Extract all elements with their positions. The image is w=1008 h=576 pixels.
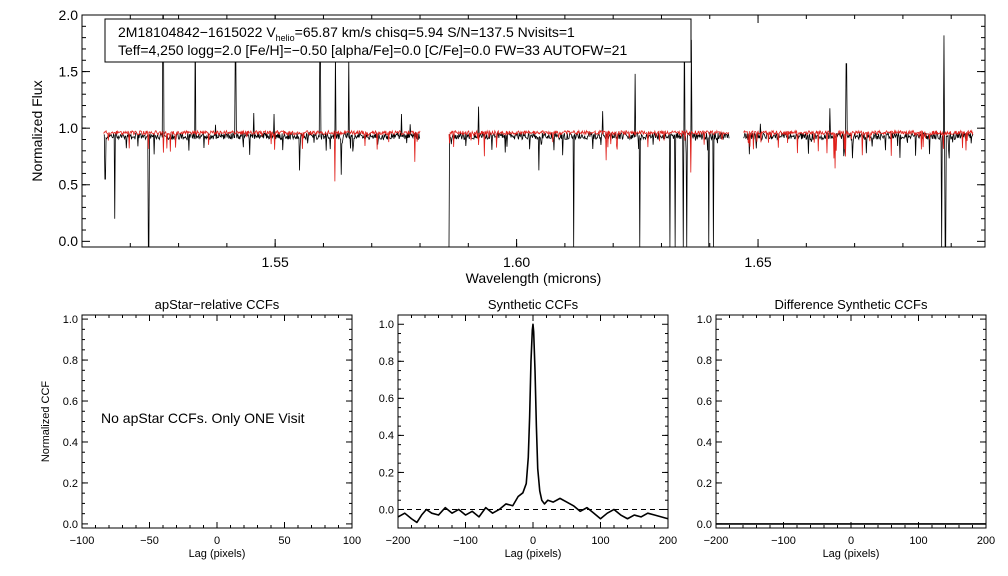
x-tick-label: 1.55	[262, 254, 289, 270]
y-tick-label: 1.0	[59, 120, 79, 136]
synthetic-ccf-x-axis-label: Lag (pixels)	[505, 548, 562, 560]
x-tick-label: 100	[591, 535, 609, 547]
info-values: =65.87 km/s chisq=5.94 S/N=137.5 Nvisits…	[295, 24, 575, 40]
x-tick-label: 50	[278, 535, 290, 547]
no-ccf-message: No apStar CCFs. Only ONE Visit	[101, 410, 305, 426]
x-tick-label: −50	[140, 535, 159, 547]
y-tick-label: 0.6	[63, 396, 78, 408]
y-tick-label: 0.8	[63, 355, 78, 367]
y-tick-label: 0.4	[697, 437, 712, 449]
x-tick-label: 1.65	[744, 254, 771, 270]
x-tick-label: −100	[453, 535, 478, 547]
x-tick-label: 200	[659, 535, 677, 547]
y-tick-label: 1.0	[63, 314, 78, 326]
x-tick-label: 100	[909, 535, 927, 547]
apstar-ccf-title: apStar−relative CCFs	[155, 297, 280, 312]
model-spectrum-segment	[448, 129, 730, 173]
y-tick-label: 0.5	[59, 177, 79, 193]
synthetic-ccf-panel: Synthetic CCFs −200 −100 0 100 200 0.0 0.2 0.4 0…	[379, 297, 677, 560]
x-tick-label: 1.60	[503, 254, 530, 270]
apstar-ccf-y-axis-label: Normalized CCF	[40, 381, 52, 463]
info-line-1: 2M18104842−1615022 Vhelio=65.87 km/s chi…	[118, 24, 575, 43]
info-line-2: Teff=4,250 logg=2.0 [Fe/H]=−0.50 [alpha/…	[118, 42, 627, 58]
spectrum-x-axis-label: Wavelength (microns)	[466, 270, 602, 286]
synthetic-ccf-ticks: −200 −100 0 100 200 0.0 0.2 0.4 0.6 0.8 1.0	[379, 315, 677, 547]
spectrum-panel: 1.55 1.60 1.65 0.0 0.5 1.0 1.5 2.0 Wavelength (…	[29, 7, 986, 286]
model-spectrum	[103, 129, 974, 182]
x-tick-label: −100	[771, 535, 796, 547]
spectrum-y-axis-label: Normalized Flux	[29, 80, 45, 181]
difference-ccf-frame	[715, 314, 987, 529]
y-tick-label: 0.0	[379, 504, 394, 516]
apstar-ccf-ticks: −100 −50 0 50 100 0.0 0.2 0.4 0.6 0.8 1.0	[63, 314, 361, 547]
y-tick-label: 1.0	[379, 319, 394, 331]
velocity-symbol: V	[266, 24, 276, 40]
y-tick-label: 0.2	[379, 467, 394, 479]
x-tick-label: 200	[977, 535, 995, 547]
synthetic-ccf-line	[397, 323, 669, 524]
y-tick-label: 2.0	[59, 7, 79, 23]
difference-ccf-title: Difference Synthetic CCFs	[775, 297, 928, 312]
info-box	[104, 18, 692, 63]
y-tick-label: 0.8	[379, 356, 394, 368]
synthetic-ccf-frame	[397, 314, 669, 529]
y-tick-label: 0.4	[63, 437, 78, 449]
difference-ccf-ticks: −200 −100 0 100 200 0.0 0.2 0.4 0.6 0.8 1.0	[697, 314, 995, 547]
x-tick-label: 0	[530, 535, 536, 547]
x-tick-label: −200	[386, 535, 411, 547]
x-tick-label: 0	[848, 535, 854, 547]
y-tick-label: 0.8	[697, 355, 712, 367]
y-tick-label: 0.0	[697, 519, 712, 531]
difference-ccf-panel: Difference Synthetic CCFs −200 −100 0 100 20…	[697, 297, 995, 560]
velocity-subscript: helio	[276, 33, 295, 43]
x-tick-label: −200	[704, 535, 729, 547]
difference-ccf-x-axis-label: Lag (pixels)	[823, 548, 880, 560]
x-tick-label: −100	[70, 535, 95, 547]
y-tick-label: 1.5	[59, 63, 79, 79]
y-tick-label: 0.0	[63, 519, 78, 531]
x-tick-label: 0	[214, 535, 220, 547]
x-tick-label: 100	[343, 535, 361, 547]
y-tick-label: 0.4	[379, 430, 394, 442]
observed-spectrum-segment	[448, 19, 730, 248]
apstar-ccf-x-axis-label: Lag (pixels)	[189, 548, 246, 560]
apstar-ccf-panel: apStar−relative CCFs −100 −50 0 50 100 0.0 0.2…	[40, 297, 361, 560]
y-tick-label: 0.2	[697, 478, 712, 490]
y-tick-label: 0.6	[697, 396, 712, 408]
y-tick-label: 0.6	[379, 393, 394, 405]
model-spectrum-segment	[743, 129, 974, 169]
y-tick-label: 0.0	[59, 233, 79, 249]
y-tick-label: 1.0	[697, 314, 712, 326]
y-tick-label: 0.2	[63, 478, 78, 490]
synthetic-ccf-title: Synthetic CCFs	[488, 297, 579, 312]
star-id: 2M18104842−1615022	[118, 24, 263, 40]
spectrum-plot-frame	[81, 14, 986, 248]
model-spectrum-segment	[103, 129, 421, 182]
